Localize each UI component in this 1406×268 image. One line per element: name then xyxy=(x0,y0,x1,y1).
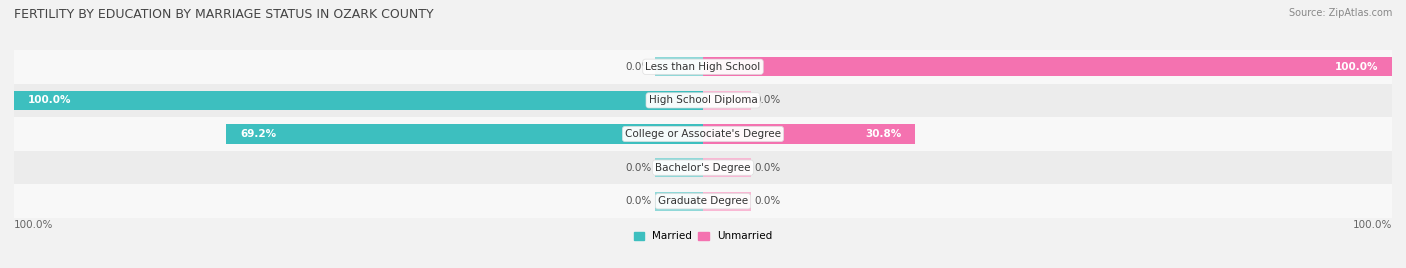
Text: 30.8%: 30.8% xyxy=(865,129,901,139)
Bar xyxy=(14,91,703,110)
Bar xyxy=(14,184,1392,218)
Bar xyxy=(14,50,1392,84)
Text: 69.2%: 69.2% xyxy=(240,129,276,139)
Bar xyxy=(703,192,751,211)
Bar xyxy=(703,158,751,177)
Bar xyxy=(655,192,703,211)
Bar xyxy=(226,124,703,144)
Bar xyxy=(14,117,1392,151)
Text: FERTILITY BY EDUCATION BY MARRIAGE STATUS IN OZARK COUNTY: FERTILITY BY EDUCATION BY MARRIAGE STATU… xyxy=(14,8,433,21)
Text: High School Diploma: High School Diploma xyxy=(648,95,758,105)
Legend: Married, Unmarried: Married, Unmarried xyxy=(630,227,776,245)
Text: Source: ZipAtlas.com: Source: ZipAtlas.com xyxy=(1288,8,1392,18)
Text: 0.0%: 0.0% xyxy=(755,95,780,105)
Text: 100.0%: 100.0% xyxy=(1334,62,1378,72)
Bar xyxy=(703,124,915,144)
Text: 0.0%: 0.0% xyxy=(755,163,780,173)
Text: 100.0%: 100.0% xyxy=(28,95,72,105)
Text: Bachelor's Degree: Bachelor's Degree xyxy=(655,163,751,173)
Text: 100.0%: 100.0% xyxy=(1353,220,1392,230)
Text: 100.0%: 100.0% xyxy=(14,220,53,230)
Text: 0.0%: 0.0% xyxy=(626,163,651,173)
Text: College or Associate's Degree: College or Associate's Degree xyxy=(626,129,780,139)
Text: 0.0%: 0.0% xyxy=(626,62,651,72)
Bar xyxy=(655,158,703,177)
Text: 0.0%: 0.0% xyxy=(626,196,651,206)
Bar xyxy=(655,57,703,76)
Bar xyxy=(703,91,751,110)
Bar xyxy=(703,57,1392,76)
Bar xyxy=(14,151,1392,184)
Bar xyxy=(14,84,1392,117)
Text: Graduate Degree: Graduate Degree xyxy=(658,196,748,206)
Text: Less than High School: Less than High School xyxy=(645,62,761,72)
Text: 0.0%: 0.0% xyxy=(755,196,780,206)
